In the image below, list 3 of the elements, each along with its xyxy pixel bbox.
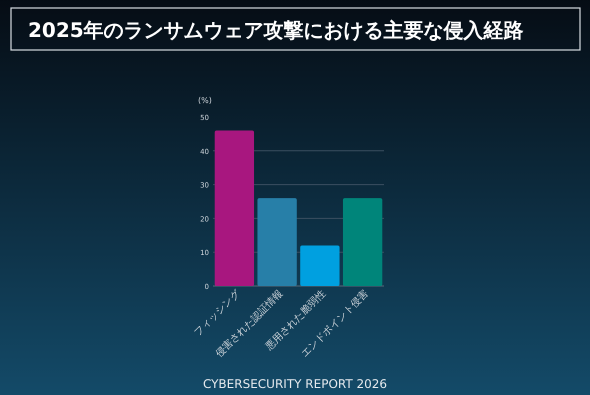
text: CYBERSECURITY REPORT 2026 [202,377,388,391]
y-axis-title: (%) [198,96,212,105]
chart-title: 2025年のランサムウェア攻撃における主要な侵入経路 [28,18,524,42]
